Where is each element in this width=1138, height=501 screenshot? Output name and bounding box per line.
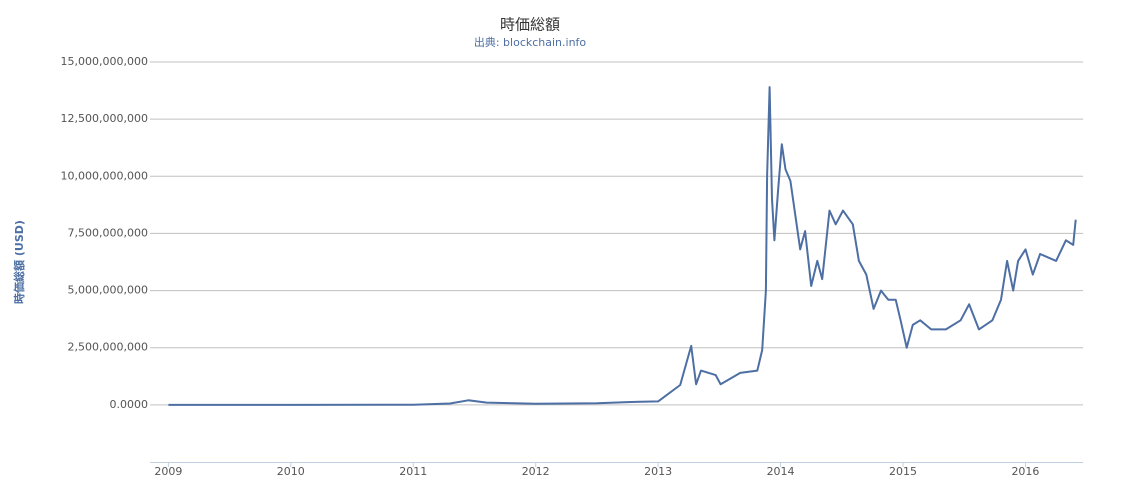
x-tick-label: 2012 <box>522 465 550 478</box>
y-tick-label: 2,500,000,000 <box>68 341 148 354</box>
y-tick-label: 10,000,000,000 <box>61 169 148 182</box>
chart-title: 時価総額 <box>500 16 560 34</box>
x-tick-label: 2010 <box>277 465 305 478</box>
y-tick-label: 0.0000 <box>110 398 149 411</box>
x-tick-label: 2014 <box>767 465 795 478</box>
chart-subtitle: 出典: blockchain.info <box>474 35 587 49</box>
y-tick-label: 5,000,000,000 <box>68 284 148 297</box>
y-tick-label: 12,500,000,000 <box>61 112 148 125</box>
x-tick-label: 2015 <box>889 465 917 478</box>
line-series <box>168 86 1077 406</box>
y-tick-label: 15,000,000,000 <box>61 55 148 68</box>
x-tick-label: 2013 <box>644 465 672 478</box>
x-tick-label: 2009 <box>154 465 182 478</box>
y-axis-title: 時価総額 (USD) <box>12 220 26 304</box>
x-tick-label: 2016 <box>1011 465 1039 478</box>
y-tick-label: 7,500,000,000 <box>68 226 148 239</box>
x-tick-label: 2011 <box>399 465 427 478</box>
